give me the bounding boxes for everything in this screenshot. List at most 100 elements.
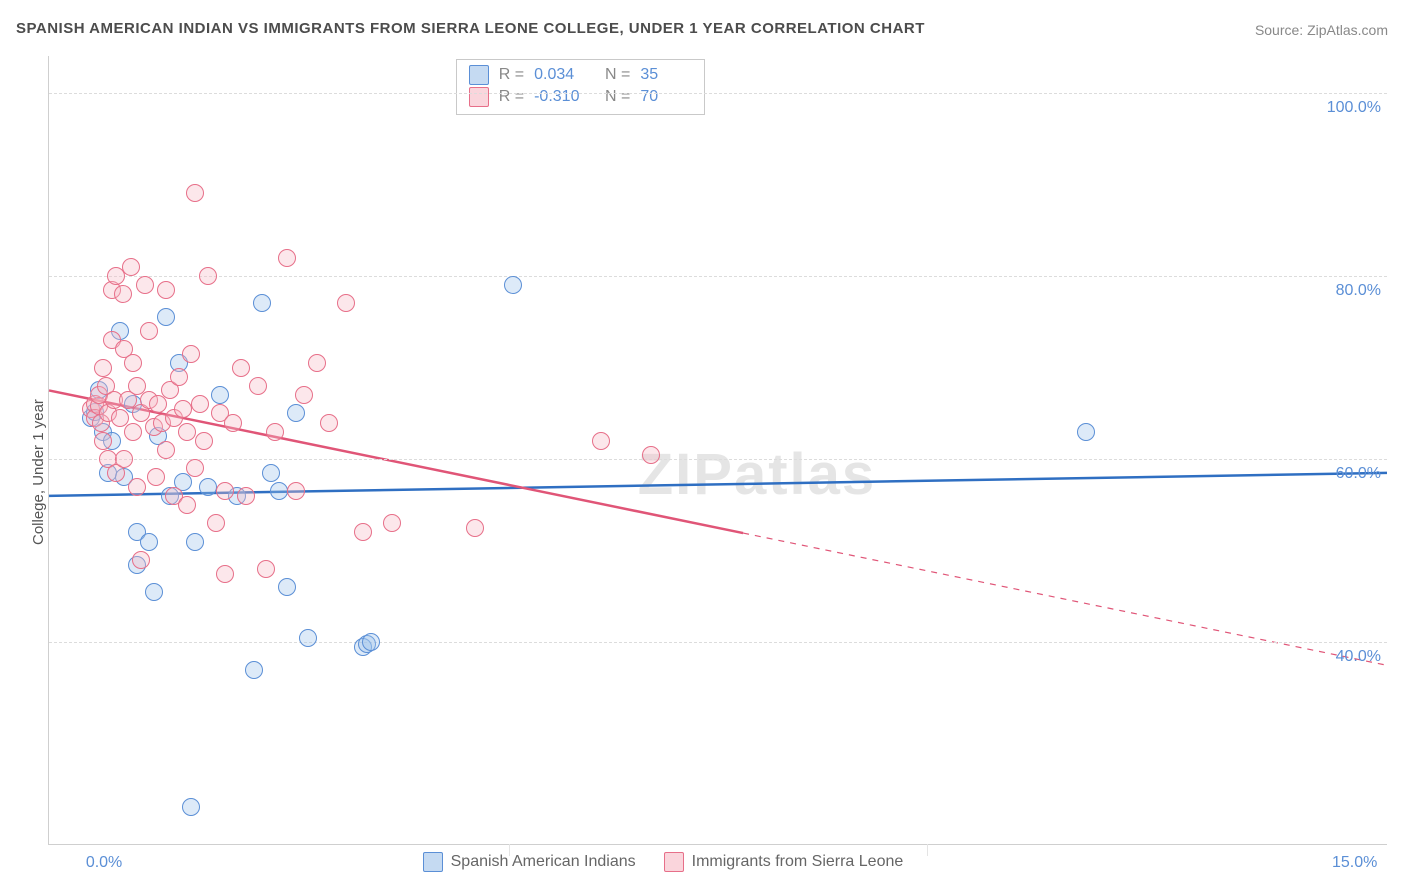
scatter-point-pink (287, 482, 305, 500)
scatter-point-pink (132, 551, 150, 569)
trendline-pink-extrapolated (743, 533, 1387, 665)
scatter-point-pink (278, 249, 296, 267)
gridline-horizontal (49, 276, 1387, 277)
scatter-point-pink (186, 184, 204, 202)
scatter-point-blue (245, 661, 263, 679)
scatter-point-blue (157, 308, 175, 326)
legend-label: Immigrants from Sierra Leone (692, 853, 904, 871)
scatter-point-blue (182, 798, 200, 816)
stat-n-value: 35 (640, 64, 692, 86)
scatter-point-pink (466, 519, 484, 537)
scatter-point-pink (157, 281, 175, 299)
stat-n-value: 70 (640, 86, 692, 108)
scatter-point-blue (211, 386, 229, 404)
scatter-point-pink (257, 560, 275, 578)
y-tick-label: 100.0% (1327, 99, 1381, 117)
scatter-point-pink (642, 446, 660, 464)
stat-r-label: R = (499, 86, 524, 108)
scatter-point-pink (124, 423, 142, 441)
chart-root: { "title": "SPANISH AMERICAN INDIAN VS I… (0, 0, 1406, 892)
scatter-point-blue (278, 578, 296, 596)
scatter-point-pink (136, 276, 154, 294)
scatter-point-pink (195, 432, 213, 450)
scatter-point-pink (266, 423, 284, 441)
scatter-point-pink (320, 414, 338, 432)
scatter-point-pink (149, 395, 167, 413)
legend-swatch-blue (423, 852, 443, 872)
chart-title: SPANISH AMERICAN INDIAN VS IMMIGRANTS FR… (16, 20, 925, 37)
scatter-point-pink (216, 482, 234, 500)
stat-n-label: N = (596, 86, 630, 108)
scatter-point-pink (94, 359, 112, 377)
scatter-point-blue (1077, 423, 1095, 441)
stat-r-value: -0.310 (534, 86, 586, 108)
stat-n-label: N = (596, 64, 630, 86)
scatter-point-pink (592, 432, 610, 450)
scatter-point-pink (178, 496, 196, 514)
stat-r-label: R = (499, 64, 524, 86)
legend-item-blue[interactable]: Spanish American Indians (423, 852, 636, 872)
legend-label: Spanish American Indians (451, 853, 636, 871)
scatter-point-blue (186, 533, 204, 551)
scatter-point-blue (140, 533, 158, 551)
source-attribution: Source: ZipAtlas.com (1255, 22, 1388, 38)
source-prefix: Source: (1255, 22, 1307, 38)
y-tick-label: 60.0% (1336, 465, 1381, 483)
legend-item-pink[interactable]: Immigrants from Sierra Leone (664, 852, 904, 872)
scatter-point-pink (216, 565, 234, 583)
stats-row-pink: R = -0.310 N = 70 (469, 86, 693, 108)
watermark: ZIPatlas (638, 441, 876, 508)
gridline-horizontal (49, 93, 1387, 94)
scatter-point-blue (270, 482, 288, 500)
stat-r-value: 0.034 (534, 64, 586, 86)
x-tick-label-max: 15.0% (1332, 854, 1377, 872)
scatter-point-pink (354, 523, 372, 541)
scatter-point-pink (94, 432, 112, 450)
scatter-point-blue (362, 633, 380, 651)
scatter-point-pink (337, 294, 355, 312)
scatter-point-pink (308, 354, 326, 372)
scatter-point-pink (237, 487, 255, 505)
bottom-legend: Spanish American Indians Immigrants from … (423, 852, 904, 872)
scatter-point-pink (115, 450, 133, 468)
x-tick-mark (927, 844, 928, 856)
scatter-point-pink (295, 386, 313, 404)
scatter-point-pink (232, 359, 250, 377)
scatter-point-pink (174, 400, 192, 418)
x-tick-label-min: 0.0% (86, 854, 122, 872)
plot-area: ZIPatlas R = 0.034 N = 35R = -0.310 N = … (48, 56, 1387, 845)
scatter-point-pink (186, 459, 204, 477)
scatter-point-pink (147, 468, 165, 486)
scatter-point-pink (199, 267, 217, 285)
scatter-point-blue (262, 464, 280, 482)
stats-row-blue: R = 0.034 N = 35 (469, 64, 693, 86)
scatter-point-pink (207, 514, 225, 532)
y-axis-title: College, Under 1 year (30, 399, 47, 545)
source-link[interactable]: ZipAtlas.com (1307, 22, 1388, 38)
legend-swatch-pink (469, 87, 489, 107)
scatter-point-blue (253, 294, 271, 312)
y-tick-label: 80.0% (1336, 282, 1381, 300)
scatter-point-blue (199, 478, 217, 496)
scatter-point-pink (224, 414, 242, 432)
scatter-point-pink (128, 478, 146, 496)
scatter-point-pink (140, 322, 158, 340)
scatter-point-pink (157, 441, 175, 459)
scatter-point-pink (114, 285, 132, 303)
legend-swatch-pink (664, 852, 684, 872)
scatter-point-pink (191, 395, 209, 413)
scatter-point-blue (287, 404, 305, 422)
legend-swatch-blue (469, 65, 489, 85)
gridline-horizontal (49, 459, 1387, 460)
scatter-point-pink (170, 368, 188, 386)
scatter-point-pink (124, 354, 142, 372)
scatter-point-pink (383, 514, 401, 532)
gridline-horizontal (49, 642, 1387, 643)
scatter-point-pink (122, 258, 140, 276)
scatter-point-blue (299, 629, 317, 647)
scatter-point-blue (145, 583, 163, 601)
scatter-point-blue (504, 276, 522, 294)
y-tick-label: 40.0% (1336, 648, 1381, 666)
trend-lines-layer (49, 56, 1387, 844)
scatter-point-pink (182, 345, 200, 363)
